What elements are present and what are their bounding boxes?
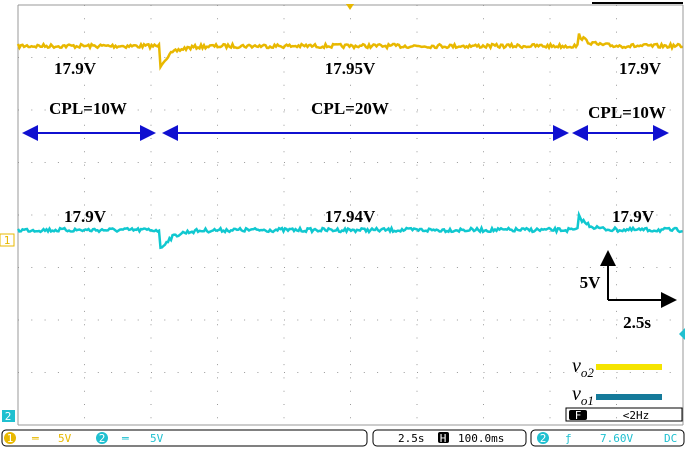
ch-number: 2 — [99, 432, 106, 445]
channel-marker — [0, 233, 15, 247]
ch-number: 1 — [7, 432, 14, 445]
h-icon: H — [440, 432, 447, 445]
trace-ch2 — [16, 33, 683, 71]
voltage-label: 17.9V — [619, 59, 662, 78]
legend-symbol: v — [572, 355, 581, 377]
h-icon-bg — [438, 432, 449, 443]
ch-badge — [537, 432, 549, 444]
voltage-label: 17.95V — [325, 59, 376, 78]
channel-marker-label: 2 — [5, 410, 12, 423]
trigger-source: 2 — [540, 432, 547, 445]
load-label: CPL=20W — [311, 99, 389, 118]
voltage-label: 17.9V — [612, 207, 655, 226]
filter-box — [565, 407, 683, 422]
filter-value: <2Hz — [623, 409, 650, 422]
voltage-label: 17.9V — [64, 207, 107, 226]
level-marker — [679, 328, 685, 340]
channel-marker — [2, 410, 15, 422]
ch-coupling: ═ — [121, 432, 129, 445]
legend-subscript: o2 — [581, 365, 595, 380]
timebase-box — [372, 429, 527, 447]
legend-label: vo1 — [572, 383, 594, 408]
trigger-level: 7.60V — [600, 432, 633, 445]
legend-subscript: o1 — [581, 393, 594, 408]
filter-icon-bg — [569, 410, 587, 420]
trigger-box — [530, 429, 685, 447]
trigger-position — [346, 4, 354, 10]
ch-badge — [4, 432, 16, 444]
channel-box — [1, 429, 368, 447]
filter-icon: F — [575, 409, 582, 422]
voltage-label: 17.9V — [54, 59, 97, 78]
trigger-slope: ƒ — [565, 432, 572, 445]
ch-coupling: ═ — [31, 432, 39, 445]
channel-marker-label: 1 — [4, 234, 11, 247]
trace-ch1 — [16, 210, 683, 250]
timebase: 2.5s — [398, 432, 425, 445]
scale-label: 2.5s — [623, 313, 651, 332]
trigger-coupling: DC — [664, 432, 677, 445]
ch-scale: 5V — [150, 432, 164, 445]
legend-symbol: v — [572, 383, 581, 405]
position: 100.0ms — [458, 432, 504, 445]
ch-scale: 5V — [58, 432, 72, 445]
load-label: CPL=10W — [49, 99, 127, 118]
status-bar — [0, 428, 685, 452]
scale-label: 5V — [580, 273, 602, 292]
ch-badge — [96, 432, 108, 444]
voltage-label: 17.94V — [325, 207, 376, 226]
load-label: CPL=10W — [588, 103, 666, 122]
legend-label: vo2 — [572, 355, 594, 380]
